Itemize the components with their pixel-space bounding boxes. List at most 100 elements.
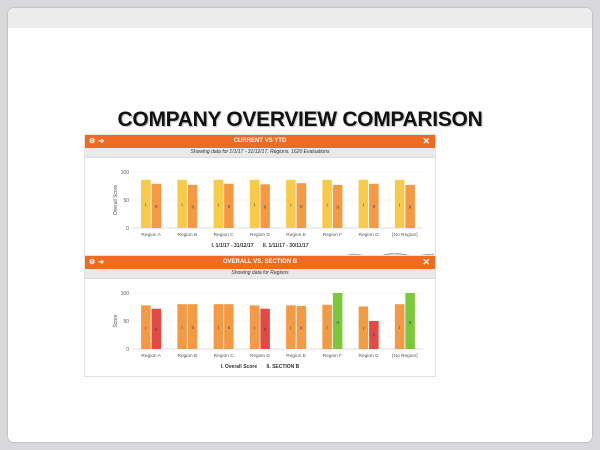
export-icon[interactable]: ➜ bbox=[98, 138, 105, 145]
x-tick-label: Region D bbox=[250, 232, 271, 238]
y-axis-label: Score bbox=[113, 314, 119, 327]
slide: COMPANY OVERVIEW COMPARISON ⚙ ➜ CURRENT V… bbox=[8, 8, 592, 442]
y-axis-label: Overall Score bbox=[113, 185, 119, 216]
legend-item: II. SECTION B bbox=[266, 364, 300, 370]
slide-title: COMPANY OVERVIEW COMPARISON bbox=[117, 108, 483, 131]
y-tick-label: 50 bbox=[123, 198, 129, 204]
bar-series-marker: I bbox=[399, 202, 400, 207]
y-tick-label: 0 bbox=[126, 347, 129, 353]
bar bbox=[405, 293, 415, 349]
legend-item: I. 1/1/17 - 31/12/17 bbox=[211, 243, 254, 249]
panel-header-icons: ⚙ ➜ bbox=[89, 135, 107, 148]
bar bbox=[249, 305, 260, 349]
y-tick-label: 100 bbox=[121, 170, 130, 176]
bar bbox=[332, 293, 343, 349]
bar bbox=[151, 308, 162, 349]
x-tick-label: Region G bbox=[358, 353, 379, 359]
bar-series-marker: II bbox=[300, 204, 302, 209]
chart-panel-current-vs-ytd: ⚙ ➜ CURRENT VS YTD ✕ Showing data for 1/1… bbox=[84, 134, 436, 256]
bar bbox=[141, 305, 151, 349]
bar-series-marker: II bbox=[191, 205, 193, 210]
panel-title: CURRENT VS YTD bbox=[233, 138, 287, 144]
bar-series-marker: II bbox=[155, 204, 157, 209]
bar-series-marker: I bbox=[218, 325, 219, 330]
bar-series-marker: I bbox=[363, 326, 364, 331]
bar bbox=[177, 304, 187, 349]
legend-item: I. Overall Score bbox=[220, 364, 258, 370]
panel-title: OVERALL VS. SECTION B bbox=[222, 259, 298, 265]
bar-series-marker: II bbox=[228, 325, 230, 330]
bar-series-marker: II bbox=[155, 327, 157, 332]
bar bbox=[296, 305, 307, 349]
bar-series-marker: II bbox=[191, 325, 193, 330]
bar bbox=[369, 321, 379, 349]
close-icon[interactable]: ✕ bbox=[422, 136, 430, 146]
bar bbox=[249, 179, 260, 228]
panel-subtitle: Showing data for 1/1/17 - 31/12/17, Regi… bbox=[85, 148, 435, 158]
bar bbox=[332, 184, 343, 228]
bar bbox=[213, 179, 224, 228]
bar bbox=[322, 179, 332, 228]
panel-subtitle: Showing data for Regions bbox=[85, 269, 435, 279]
bar-series-marker: II bbox=[336, 205, 338, 210]
bar-series-marker: II bbox=[264, 204, 266, 209]
x-tick-label: Region E bbox=[286, 353, 306, 359]
bar-series-marker: I bbox=[182, 202, 183, 207]
bar bbox=[260, 308, 270, 349]
x-tick-label: Region E bbox=[286, 232, 306, 238]
legend-item: II. 1/11/17 - 30/11/17 bbox=[262, 243, 309, 249]
y-tick-label: 100 bbox=[121, 291, 130, 297]
bar-series-marker: I bbox=[327, 325, 328, 330]
bar bbox=[187, 304, 198, 349]
gear-icon[interactable]: ⚙ bbox=[89, 259, 96, 266]
gear-icon[interactable]: ⚙ bbox=[89, 138, 96, 145]
bar-series-marker: II bbox=[264, 327, 266, 332]
bar bbox=[322, 304, 332, 349]
x-tick-label: Region F bbox=[323, 353, 343, 359]
x-tick-label: Region B bbox=[178, 353, 198, 359]
bar bbox=[358, 179, 369, 228]
bar bbox=[213, 304, 224, 349]
bar bbox=[286, 305, 296, 349]
bar bbox=[151, 183, 162, 228]
bar-series-marker: II bbox=[336, 320, 338, 325]
bar bbox=[394, 304, 405, 349]
x-tick-label: Region B bbox=[178, 232, 198, 238]
panel-header-icons: ⚙ ➜ bbox=[89, 256, 107, 269]
bar bbox=[224, 304, 234, 349]
bar-series-marker: II bbox=[409, 205, 411, 210]
x-tick-label: [No Region] bbox=[392, 232, 417, 238]
export-icon[interactable]: ➜ bbox=[98, 259, 105, 266]
panel-header: ⚙ ➜ CURRENT VS YTD ✕ bbox=[85, 135, 435, 148]
bar-series-marker: II bbox=[228, 204, 230, 209]
bar bbox=[369, 183, 379, 228]
bar-series-marker: I bbox=[327, 202, 328, 207]
x-tick-label: Region A bbox=[141, 353, 161, 359]
bar-series-marker: II bbox=[373, 332, 375, 337]
bar bbox=[296, 183, 307, 228]
bar-series-marker: II bbox=[373, 204, 375, 209]
bar-series-marker: I bbox=[399, 325, 400, 330]
bar-series-marker: I bbox=[218, 202, 219, 207]
bar bbox=[286, 179, 296, 228]
close-icon[interactable]: ✕ bbox=[422, 257, 430, 267]
bar-series-marker: I bbox=[290, 202, 291, 207]
bar-series-marker: I bbox=[145, 325, 146, 330]
chart-legend: I. Overall Score II. SECTION B bbox=[85, 364, 435, 370]
bar bbox=[394, 179, 405, 228]
bar bbox=[260, 184, 270, 228]
chart-legend: I. 1/1/17 - 31/12/17 II. 1/11/17 - 30/11… bbox=[85, 243, 435, 249]
panel-header: ⚙ ➜ OVERALL VS. SECTION B ✕ bbox=[85, 256, 435, 269]
x-tick-label: Region G bbox=[358, 232, 379, 238]
bar bbox=[187, 184, 198, 228]
x-tick-label: Region D bbox=[250, 353, 271, 359]
bar bbox=[141, 179, 151, 228]
bar-series-marker: I bbox=[182, 325, 183, 330]
y-tick-label: 0 bbox=[126, 226, 129, 232]
chart-panel-overall-vs-section-b: ⚙ ➜ OVERALL VS. SECTION B ✕ Showing data … bbox=[84, 255, 436, 377]
bar bbox=[224, 183, 234, 228]
x-tick-label: Region C bbox=[214, 232, 235, 238]
bar bbox=[177, 179, 187, 228]
